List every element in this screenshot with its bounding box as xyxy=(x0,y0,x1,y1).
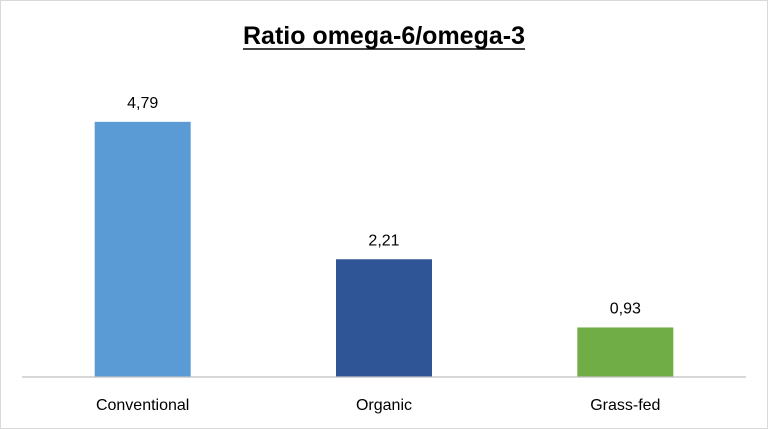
x-tick-label-grass-fed: Grass-fed xyxy=(590,397,660,414)
bars-layer xyxy=(94,121,674,377)
bar-organic xyxy=(336,259,432,377)
data-label-organic: 2,21 xyxy=(368,232,399,249)
bar-conventional xyxy=(94,121,191,377)
data-label-conventional: 4,79 xyxy=(127,95,158,112)
data-label-grass-fed: 0,93 xyxy=(610,300,641,317)
bar-grass-fed xyxy=(577,327,674,377)
x-tick-label-organic: Organic xyxy=(356,397,412,414)
chart-title: Ratio omega-6/omega-3 xyxy=(243,22,525,50)
labels-layer: 4,79 Conventional 2,21 Organic 0,93 Grass-fed xyxy=(96,95,660,414)
x-tick-label-conventional: Conventional xyxy=(96,397,189,414)
